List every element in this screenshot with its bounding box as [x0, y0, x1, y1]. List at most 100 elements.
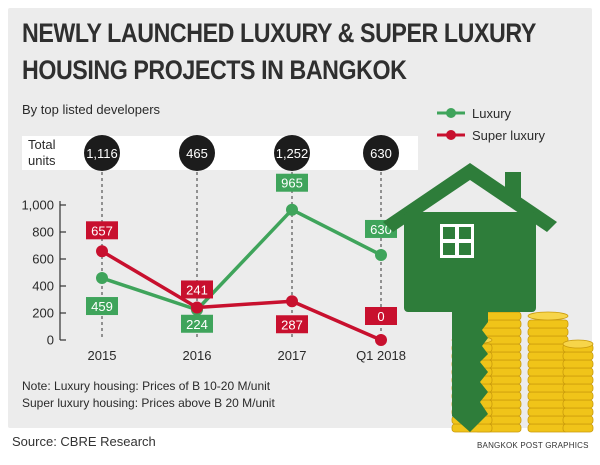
house-roof: [383, 163, 557, 232]
gold-coin: [562, 423, 594, 433]
total-units-bubble: 630: [363, 135, 399, 171]
gold-coin: [527, 367, 569, 377]
data-label-luxury-text: 224: [186, 317, 208, 332]
gold-coin: [527, 407, 569, 417]
gold-coin: [562, 351, 594, 361]
gold-coin: [527, 399, 569, 409]
gold-coin: [562, 367, 594, 377]
series-line-super-luxury: [101, 249, 382, 342]
x-tick-label: 2016: [183, 348, 212, 363]
gold-coin: [562, 375, 594, 385]
total-units-label-line2: units: [28, 153, 56, 168]
legend-label-luxury: Luxury: [472, 106, 512, 121]
total-units-bubble-circle: [84, 135, 120, 171]
data-label-luxury: 965: [276, 173, 308, 192]
data-label-luxury-box: [276, 173, 308, 192]
total-units-bubble: 1,252: [274, 135, 310, 171]
data-point-super-luxury: [375, 334, 387, 346]
gold-coin: [527, 375, 569, 385]
data-label-super-luxury: 0: [365, 307, 397, 325]
data-label-luxury-box: [86, 297, 118, 316]
total-units-value: 630: [370, 146, 392, 161]
data-label-super-luxury: 241: [181, 280, 213, 299]
data-label-super-luxury: 657: [86, 221, 118, 240]
gold-coin: [527, 327, 569, 337]
data-label-super-luxury: 287: [276, 315, 308, 334]
total-units-bubble: 465: [179, 135, 215, 171]
gold-coin: [562, 407, 594, 417]
legend-marker-super-luxury: [446, 130, 456, 140]
gold-coin: [527, 359, 569, 369]
total-units-value: 465: [186, 146, 208, 161]
house-window-pane: [443, 227, 455, 239]
data-point-luxury: [375, 248, 387, 261]
house-key-illustration: [383, 163, 557, 432]
total-units-bubble-circle: [274, 135, 310, 171]
gold-coin: [527, 343, 569, 353]
y-tick-label: 600: [32, 252, 54, 267]
gold-coin: [527, 415, 569, 425]
house-body: [404, 212, 536, 312]
house-window-pane: [459, 227, 471, 239]
x-tick-label: Q1 2018: [356, 348, 406, 363]
data-label-luxury-box: [181, 314, 213, 333]
data-label-super-luxury-box: [86, 221, 118, 240]
data-point-super-luxury: [286, 295, 298, 308]
data-point-super-luxury: [96, 245, 108, 258]
data-label-super-luxury-text: 287: [281, 317, 303, 332]
data-point-luxury: [286, 203, 298, 216]
data-label-luxury: 459: [86, 297, 118, 316]
total-units-band: [22, 136, 418, 170]
subtitle: By top listed developers: [22, 102, 161, 117]
house-window-pane: [443, 243, 455, 255]
total-units-bubble-circle: [179, 135, 215, 171]
data-label-luxury: 224: [181, 314, 213, 333]
coin-stack: [562, 339, 594, 433]
gold-coin: [562, 391, 594, 401]
legend-marker-luxury: [446, 108, 456, 118]
total-units-label-line1: Total: [28, 137, 56, 152]
data-label-luxury: 630: [365, 219, 397, 238]
legend-label-super-luxury: Super luxury: [472, 128, 545, 143]
y-tick-label: 0: [47, 333, 54, 348]
gold-coin: [527, 383, 569, 393]
gold-coin: [527, 423, 569, 433]
total-units-bubble-circle: [363, 135, 399, 171]
gold-coin-top: [562, 339, 594, 349]
gold-coin: [527, 319, 569, 329]
y-tick-label: 200: [32, 306, 54, 321]
house-chimney: [505, 172, 521, 202]
total-units-value: 1,116: [86, 146, 118, 161]
data-label-super-luxury-box: [181, 280, 213, 299]
data-point-luxury: [96, 272, 108, 285]
data-point-super-luxury: [191, 301, 203, 314]
gold-coin: [562, 383, 594, 393]
y-tick-label: 400: [32, 279, 54, 294]
note-super-luxury: Super luxury housing: Prices above B 20 …: [22, 396, 275, 410]
gold-coin-top: [527, 311, 569, 321]
gold-coin: [527, 391, 569, 401]
x-tick-label: 2017: [278, 348, 307, 363]
gold-coin: [527, 351, 569, 361]
total-units-value: 1,252: [276, 146, 309, 161]
data-label-super-luxury-text: 657: [91, 223, 113, 238]
y-tick-label: 1,000: [21, 198, 54, 213]
total-units-bubble: 1,116: [84, 135, 120, 171]
gold-coin: [527, 335, 569, 345]
series-line-luxury: [101, 207, 382, 312]
gold-coin-stacks-illustration: [451, 287, 594, 433]
gold-coin: [562, 415, 594, 425]
house-window-pane: [459, 243, 471, 255]
credit-text: BANGKOK POST GRAPHICS: [477, 441, 589, 450]
data-label-luxury-text: 459: [91, 299, 113, 314]
data-label-super-luxury-text: 0: [377, 309, 384, 324]
data-label-luxury-text: 630: [370, 222, 392, 237]
coin-stack: [527, 311, 569, 433]
gold-coin: [562, 359, 594, 369]
source-text: Source: CBRE Research: [12, 434, 156, 449]
y-tick-label: 800: [32, 225, 54, 240]
legend: Luxury Super luxury: [437, 106, 545, 143]
key-shaft: [452, 305, 488, 432]
